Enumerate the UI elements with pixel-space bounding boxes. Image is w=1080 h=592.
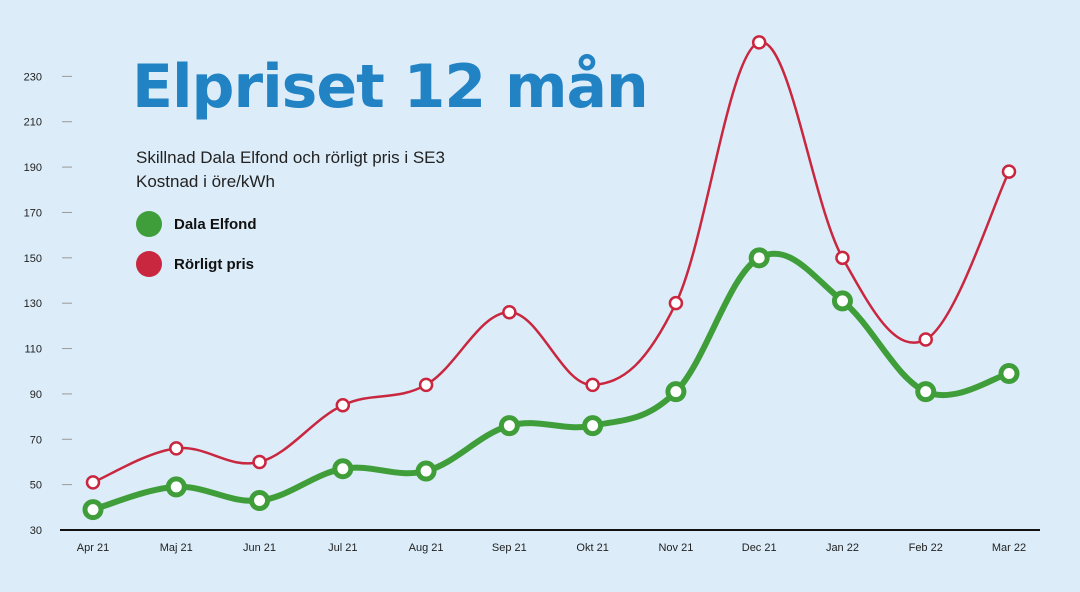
subtitle-line-2: Kostnad i öre/kWh: [136, 172, 275, 191]
data-point-dala-elfond: [165, 476, 187, 498]
legend-item-rorligt-pris: Rörligt pris: [136, 250, 254, 278]
legend-item-dala-elfond: Dala Elfond: [136, 210, 257, 238]
y-tick-label: 50: [30, 480, 42, 492]
data-point-rorligt-pris: [751, 35, 767, 50]
series-line-dala-elfond: [90, 250, 1012, 513]
y-tick-label: 150: [24, 253, 42, 265]
data-point-dala-elfond: [415, 460, 437, 482]
x-tick-label: Maj 21: [160, 542, 193, 554]
legend-swatch-dala-elfond: [136, 211, 162, 237]
data-point-dala-elfond: [831, 290, 853, 312]
data-point-dala-elfond: [249, 490, 271, 512]
legend-swatch-rorligt-pris: [136, 251, 162, 277]
subtitle-line-1: Skillnad Dala Elfond och rörligt pris i …: [136, 148, 445, 167]
data-point-rorligt-pris: [918, 332, 933, 347]
data-point-rorligt-pris: [418, 377, 434, 393]
chart-subtitle: Skillnad Dala Elfond och rörligt pris i …: [136, 146, 445, 194]
data-point-dala-elfond: [748, 247, 770, 269]
data-point-rorligt-pris: [252, 454, 267, 470]
x-tick-label: Jul 21: [328, 542, 357, 554]
y-tick-label: 30: [30, 525, 42, 537]
data-point-dala-elfond: [915, 381, 937, 403]
series-points: [82, 35, 1020, 521]
data-point-dala-elfond: [998, 362, 1020, 384]
data-point-rorligt-pris: [502, 305, 517, 320]
x-tick-label: Nov 21: [658, 542, 693, 554]
data-point-rorligt-pris: [169, 441, 184, 456]
y-tick-label: 130: [24, 298, 42, 310]
x-tick-label: Mar 22: [992, 542, 1026, 554]
series-line-rorligt-pris: [91, 41, 1011, 484]
x-tick-label: Dec 21: [742, 542, 777, 554]
x-axis: Apr 21 Maj 21 Jun 21 Jul 21 Aug 21 Sep 21 Okt …: [60, 529, 1040, 554]
y-tick-label: 170: [24, 207, 42, 219]
data-point-rorligt-pris: [668, 295, 684, 311]
data-point-dala-elfond: [582, 415, 604, 437]
data-point-dala-elfond: [498, 415, 520, 437]
data-point-rorligt-pris: [1001, 164, 1017, 179]
x-tick-label: Jun 21: [243, 542, 276, 554]
y-tick-label: 210: [24, 117, 42, 129]
x-tick-label: Jan 22: [826, 542, 859, 554]
y-tick-label: 190: [24, 162, 42, 174]
data-point-rorligt-pris: [835, 250, 850, 266]
data-point-rorligt-pris: [585, 377, 600, 393]
y-tick-label: 70: [30, 434, 42, 446]
x-tick-label: Sep 21: [492, 542, 527, 554]
y-tick-label: 90: [30, 389, 42, 401]
data-point-dala-elfond: [332, 458, 354, 480]
data-point-dala-elfond: [665, 381, 687, 403]
x-tick-label: Feb 22: [909, 542, 943, 554]
y-axis: 30 50 70 90 110 130 150 170 190 210 230: [24, 71, 72, 537]
x-tick-label: Okt 21: [576, 542, 608, 554]
x-tick-label: Aug 21: [409, 542, 444, 554]
y-tick-label: 230: [24, 71, 42, 83]
legend-label-rorligt-pris: Rörligt pris: [174, 255, 255, 273]
data-point-rorligt-pris: [335, 398, 351, 413]
x-tick-label: Apr 21: [77, 542, 109, 554]
data-point-rorligt-pris: [85, 475, 101, 490]
data-point-dala-elfond: [82, 499, 104, 521]
chart-title: Elpriset 12 mån: [132, 52, 649, 122]
legend-label-dala-elfond: Dala Elfond: [174, 215, 257, 233]
y-tick-label: 110: [24, 344, 42, 356]
